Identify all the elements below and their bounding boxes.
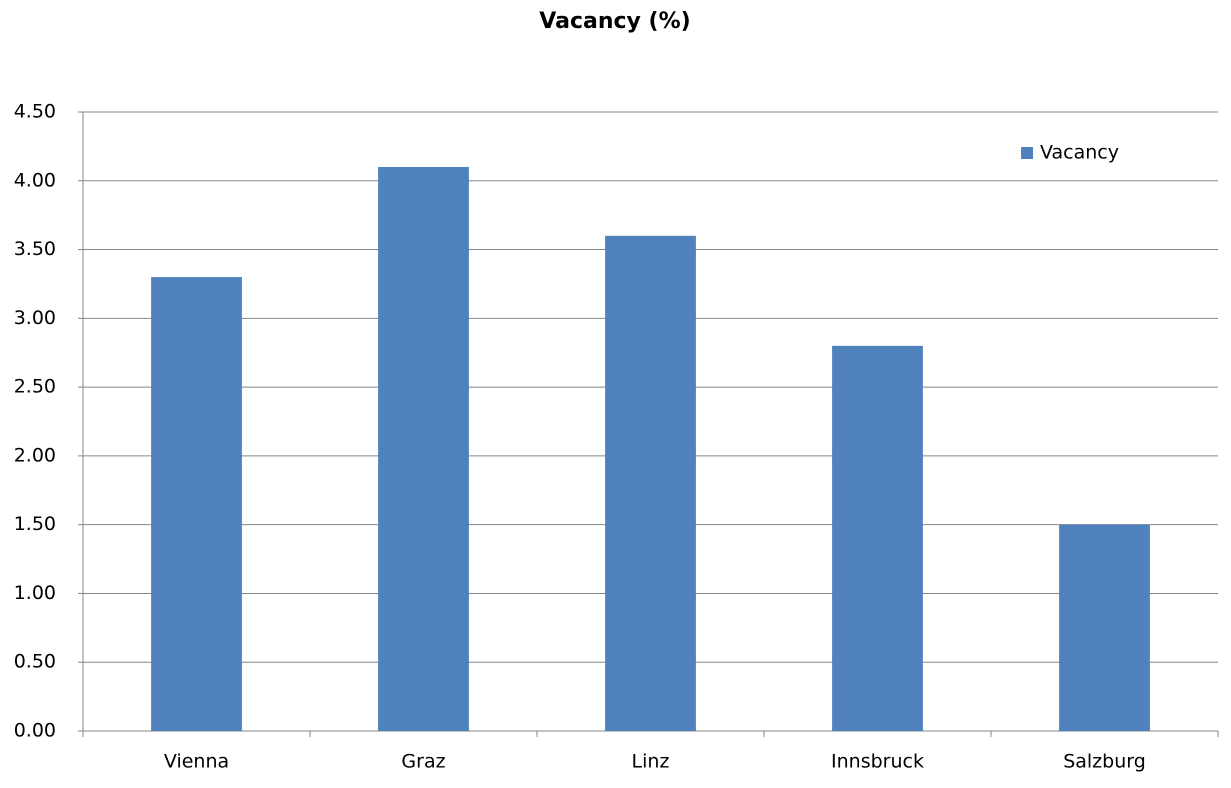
y-tick-label: 2.50 — [14, 376, 56, 398]
x-tick-label: Graz — [401, 751, 445, 773]
y-tick-label: 0.50 — [14, 651, 56, 673]
x-tick-label: Vienna — [164, 751, 229, 773]
y-tick-label: 3.50 — [14, 238, 56, 260]
bar — [1059, 524, 1150, 731]
legend-swatch — [1021, 147, 1033, 159]
legend-label: Vacancy — [1040, 142, 1119, 164]
y-tick-label: 4.50 — [14, 101, 56, 123]
bar — [151, 277, 242, 731]
y-tick-label: 0.00 — [14, 720, 56, 742]
bar — [605, 235, 696, 732]
x-tick-label: Linz — [632, 751, 670, 773]
y-tick-label: 3.00 — [14, 307, 56, 329]
x-tick-label: Innsbruck — [831, 751, 924, 773]
y-tick-label: 1.00 — [14, 582, 56, 604]
x-tick-label: Salzburg — [1063, 751, 1146, 773]
y-tick-label: 2.00 — [14, 444, 56, 466]
bar — [832, 345, 923, 731]
y-tick-label: 4.00 — [14, 169, 56, 191]
chart-title: Vacancy (%) — [539, 9, 690, 34]
y-tick-label: 1.50 — [14, 513, 56, 535]
bar — [378, 167, 469, 731]
